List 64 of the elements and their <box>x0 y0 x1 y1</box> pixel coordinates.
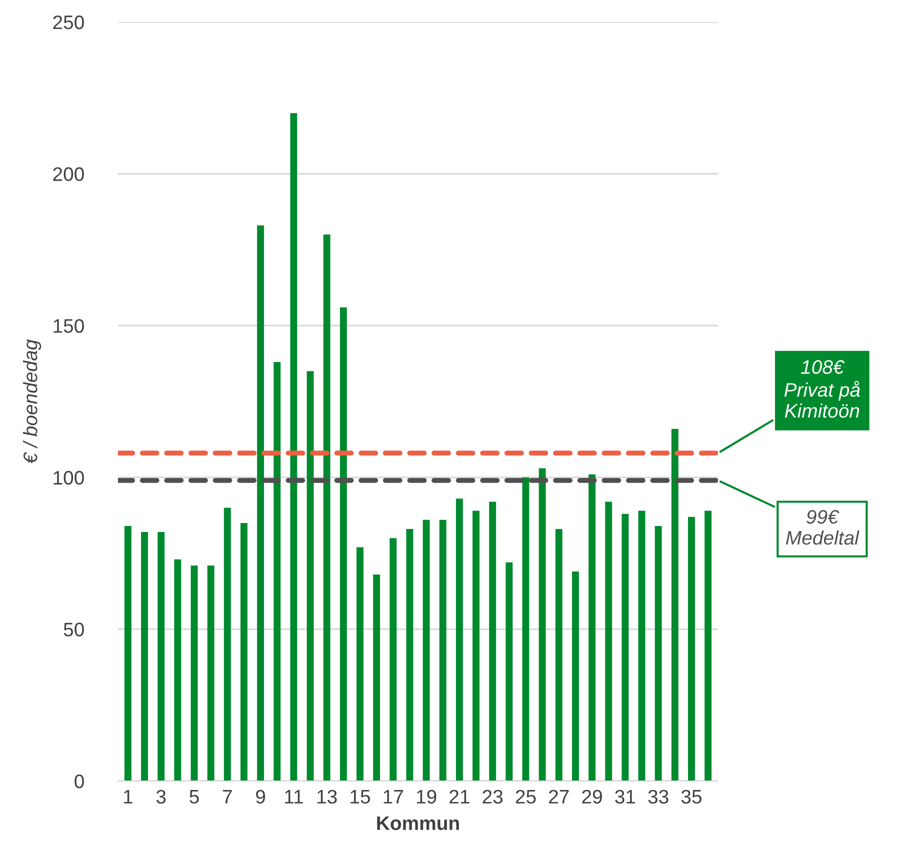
bar <box>704 510 712 781</box>
x-tick-label: 33 <box>648 790 668 804</box>
bar <box>207 565 214 781</box>
x-tick-label: 7 <box>222 790 232 804</box>
y-tick-label: 250 <box>53 15 84 30</box>
x-tick-label: 3 <box>156 790 166 804</box>
bar <box>390 538 397 781</box>
bar <box>124 526 132 781</box>
bar <box>340 307 347 781</box>
x-axis-title: Kommun <box>377 816 459 830</box>
x-tick-label: 19 <box>416 790 436 804</box>
bar <box>306 371 314 781</box>
bar <box>588 474 596 781</box>
bar <box>456 498 463 781</box>
bar <box>240 522 248 781</box>
x-tick-label: 15 <box>350 790 370 804</box>
y-axis-title: € / boendedag <box>22 339 42 464</box>
bar <box>439 520 446 781</box>
bar <box>274 362 281 781</box>
y-tick-label: 50 <box>64 622 84 636</box>
bar <box>688 516 695 781</box>
bar <box>605 502 612 781</box>
ref-line-label: 108€ Privat på Kimitoön <box>784 360 860 418</box>
x-tick-label: 11 <box>285 790 303 804</box>
bar <box>555 529 562 781</box>
x-tick-label: 1 <box>124 790 132 804</box>
bar <box>174 559 182 781</box>
bar <box>224 508 231 781</box>
x-tick-label: 27 <box>549 790 569 804</box>
bar <box>638 510 646 781</box>
bar <box>572 572 579 781</box>
x-tick-label: 21 <box>450 790 470 804</box>
x-tick-label: 29 <box>582 790 602 804</box>
x-tick-label: 31 <box>615 790 636 804</box>
bar <box>190 565 198 781</box>
bar <box>654 526 662 781</box>
ref-line-label: 99€ Medeltal <box>786 510 860 545</box>
bar <box>141 532 148 781</box>
x-tick-label: 23 <box>482 790 503 804</box>
bar <box>406 529 414 781</box>
x-tick-label: 25 <box>516 790 536 804</box>
x-tick-label: 9 <box>256 790 266 804</box>
y-tick-label: 0 <box>74 774 84 788</box>
bar <box>373 574 380 781</box>
bar <box>538 468 546 781</box>
x-tick-label: 35 <box>681 790 702 804</box>
bar <box>506 562 513 781</box>
bar <box>323 234 330 781</box>
bar <box>489 502 496 781</box>
bar <box>356 547 364 781</box>
bar <box>290 113 298 781</box>
x-tick-label: 17 <box>384 790 403 804</box>
bar <box>422 520 430 781</box>
x-tick-label: 5 <box>190 790 199 804</box>
bar <box>622 514 629 781</box>
bar <box>522 477 530 781</box>
bar <box>257 225 264 781</box>
bar <box>472 510 480 781</box>
y-tick-label: 200 <box>53 167 84 182</box>
bar <box>671 428 678 781</box>
y-tick-label: 100 <box>54 470 84 485</box>
y-tick-label: 150 <box>54 319 84 333</box>
x-tick-label: 13 <box>318 790 337 804</box>
bar <box>158 532 165 781</box>
